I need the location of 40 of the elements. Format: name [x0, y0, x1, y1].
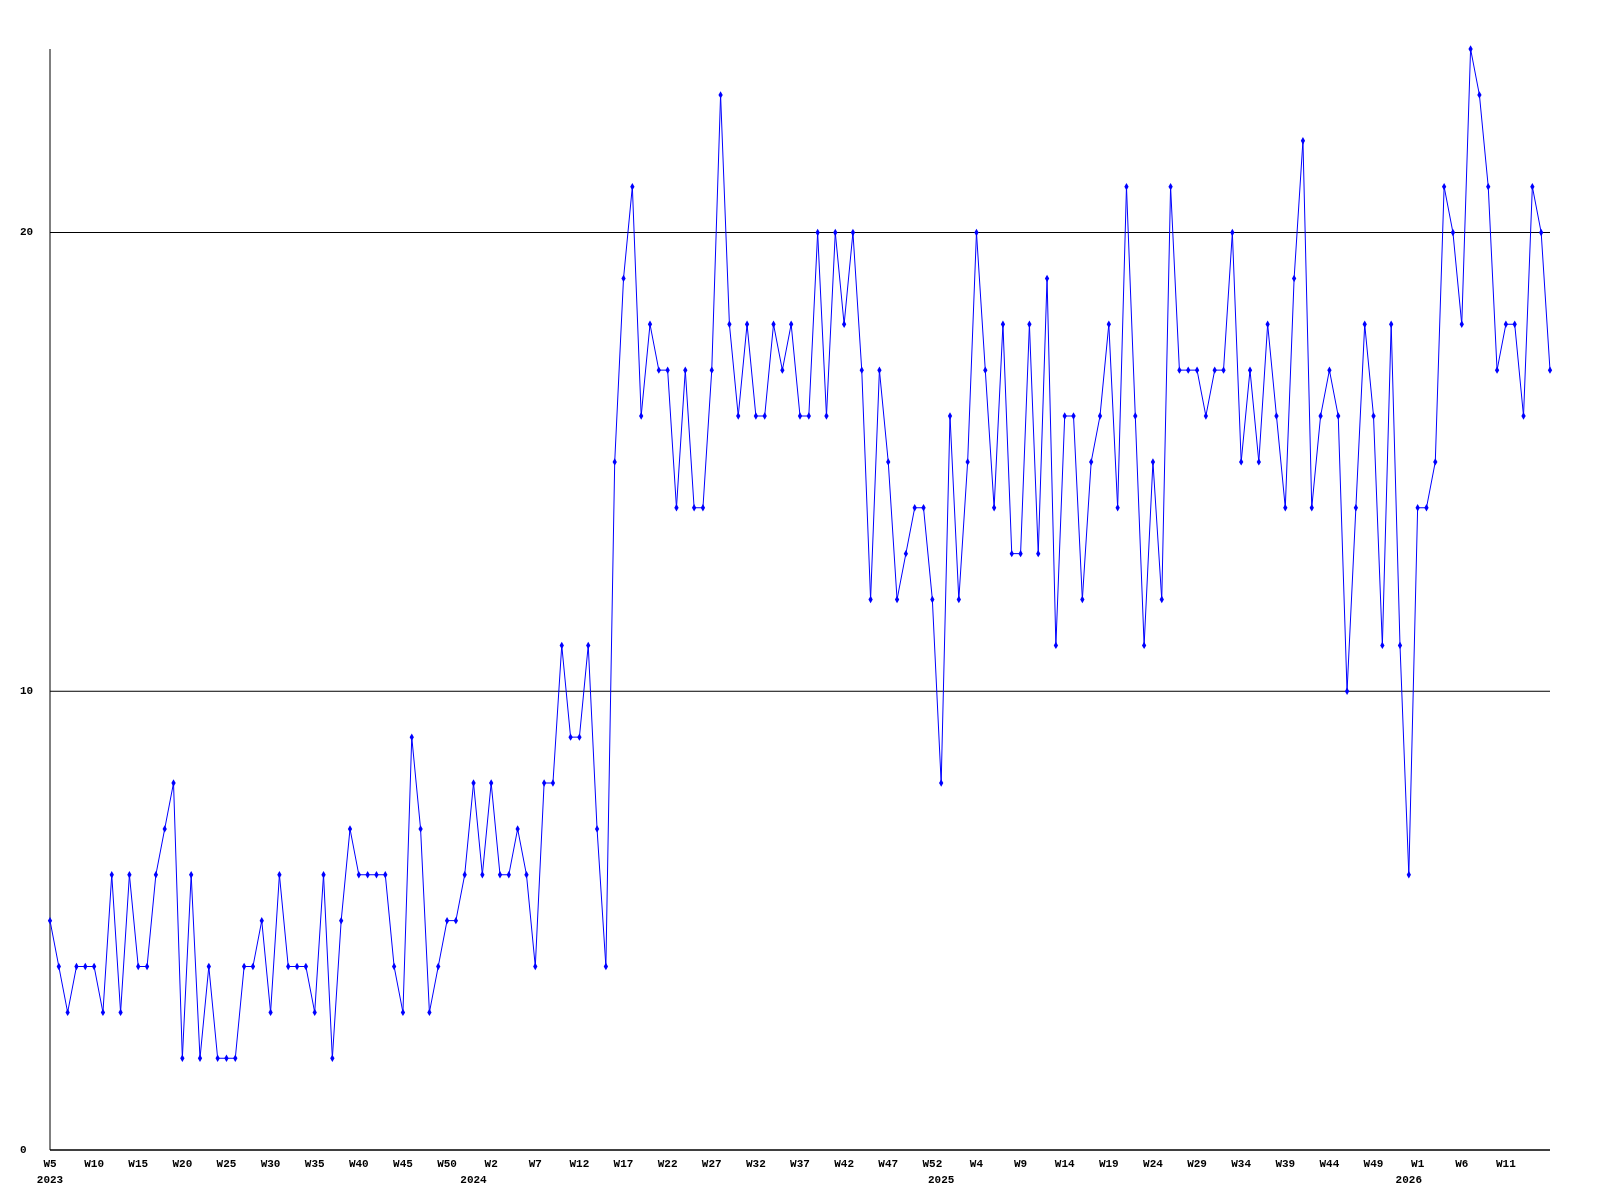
x-tick-label: W37 — [790, 1157, 810, 1170]
x-tick-label: 2026 — [1395, 1173, 1423, 1186]
x-tick-label: W47 — [878, 1157, 899, 1170]
y-tick-label: 20 — [20, 226, 34, 239]
x-tick-label: W52 — [922, 1157, 943, 1170]
x-tick-label: W15 — [128, 1157, 149, 1170]
x-tick-label: W10 — [84, 1157, 105, 1170]
x-tick-label: W12 — [569, 1157, 590, 1170]
x-tick-label: W42 — [834, 1157, 855, 1170]
x-tick-label: W50 — [437, 1157, 457, 1170]
x-tick-label: W40 — [348, 1157, 369, 1170]
x-tick-label: W32 — [745, 1157, 766, 1170]
x-tick-label: W25 — [216, 1157, 237, 1170]
x-tick-label: W14 — [1054, 1157, 1075, 1170]
x-tick-label: W7 — [528, 1157, 542, 1170]
x-tick-label: W39 — [1275, 1157, 1296, 1170]
y-tick-label: 10 — [20, 685, 34, 698]
x-tick-label: W35 — [304, 1157, 325, 1170]
x-tick-label: 2025 — [927, 1173, 955, 1186]
x-tick-label: W6 — [1455, 1157, 1469, 1170]
x-tick-label: W1 — [1411, 1157, 1425, 1170]
x-tick-label: W27 — [701, 1157, 722, 1170]
x-tick-label: W4 — [969, 1157, 984, 1170]
x-tick-label: W19 — [1098, 1157, 1119, 1170]
x-tick-label: W17 — [613, 1157, 634, 1170]
x-tick-label: W29 — [1187, 1157, 1207, 1170]
x-tick-label: W20 — [172, 1157, 193, 1170]
x-tick-label: 2024 — [460, 1173, 488, 1186]
y-tick-label: 0 — [20, 1143, 27, 1156]
x-tick-label: W9 — [1013, 1157, 1028, 1170]
x-tick-label: W30 — [260, 1157, 281, 1170]
x-tick-label: W44 — [1319, 1157, 1340, 1170]
x-tick-label: W24 — [1143, 1157, 1164, 1170]
x-tick-label: W5 2023 — [36, 1157, 64, 1186]
x-tick-label: W22 — [657, 1157, 678, 1170]
x-tick-label: W45 — [393, 1157, 414, 1170]
x-tick-label: W49 — [1363, 1157, 1384, 1170]
x-tick-label: W34 — [1231, 1157, 1252, 1170]
x-tick-label: W2 — [484, 1157, 498, 1170]
x-tick-label: W11 — [1495, 1157, 1517, 1170]
